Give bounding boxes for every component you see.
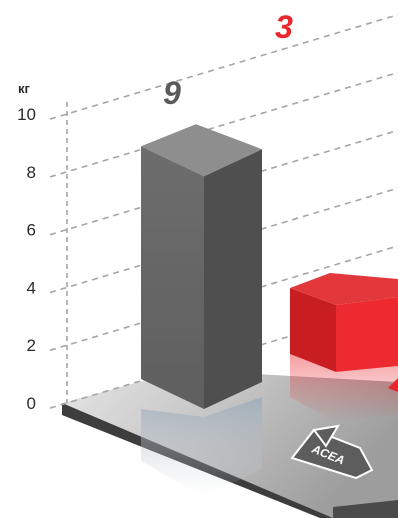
bar-reflection xyxy=(290,354,398,422)
bar-front-face xyxy=(290,288,336,372)
bar-front-face xyxy=(141,146,204,409)
bar-top-face xyxy=(141,124,262,177)
bar-top-face xyxy=(290,273,398,305)
y-tick-label: 2 xyxy=(27,336,36,355)
y-tick-label: 0 xyxy=(27,394,36,413)
bar-series-0 xyxy=(141,124,262,497)
y-tick-label: 8 xyxy=(27,163,36,182)
bar-series-1 xyxy=(290,273,398,422)
grid-line xyxy=(49,13,398,120)
bar-value-label: 3 xyxy=(275,9,293,45)
bar-reflection xyxy=(141,397,262,497)
bar-side-face xyxy=(336,297,398,372)
grid-line xyxy=(49,71,398,178)
y-tick-label: 4 xyxy=(27,278,36,297)
y-tick-label: 6 xyxy=(27,221,36,240)
y-tick-label: 10 xyxy=(17,105,36,124)
bar-value-label: 9 xyxy=(163,75,181,111)
floor-side-edge xyxy=(333,500,398,518)
bar-side-face xyxy=(204,149,262,409)
bar-partial-mark xyxy=(388,378,398,392)
acea-badge: ACEA xyxy=(290,424,374,480)
bars xyxy=(141,124,398,497)
y-axis-unit: кг xyxy=(18,81,31,96)
y-axis-ticks: 0 2 4 6 8 10 xyxy=(17,105,36,413)
badge-arrow-body xyxy=(290,428,374,480)
badge-arrow-tip xyxy=(312,424,340,448)
